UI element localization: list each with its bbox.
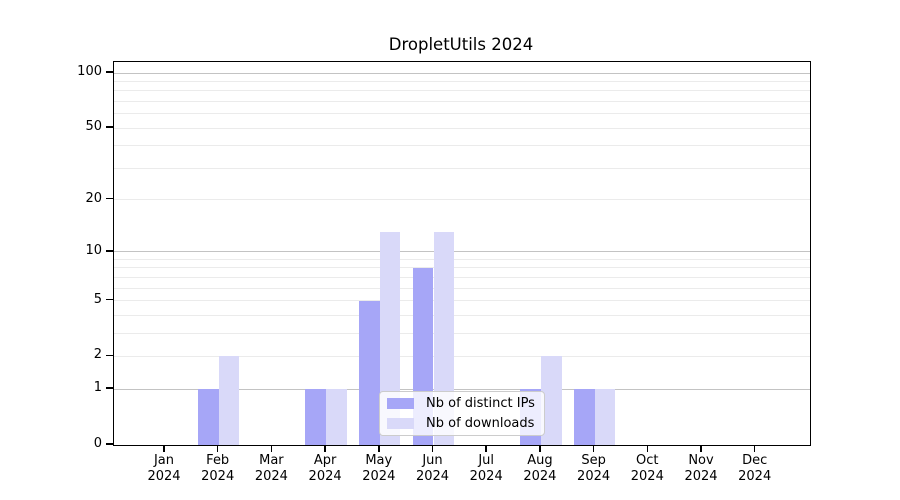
y-axis-tick-1	[106, 387, 113, 389]
y-axis-label-50: 50	[85, 119, 102, 135]
gridline-7	[114, 276, 810, 278]
legend-item-downloads: Nb of downloads	[387, 416, 536, 432]
bar-distinct-ips-sep	[573, 389, 595, 445]
x-axis-label-jul: Jul 2024	[469, 453, 503, 484]
bar-distinct-ips-may	[359, 300, 380, 445]
x-axis-tick-apr	[324, 445, 326, 452]
y-axis-label-1: 1	[93, 380, 102, 396]
y-axis-tick-50	[106, 126, 113, 128]
bar-downloads-sep	[594, 389, 616, 445]
gridline-9	[114, 258, 810, 260]
gridline-3	[114, 332, 810, 334]
x-axis-tick-nov	[700, 445, 702, 452]
gridline-1	[114, 388, 810, 390]
x-axis-label-oct: Oct 2024	[630, 453, 664, 484]
gridline-90	[114, 81, 810, 83]
y-axis-tick-0	[106, 443, 113, 445]
x-axis-label-jan: Jan 2024	[147, 453, 181, 484]
bar-downloads-feb	[218, 356, 240, 445]
gridline-6	[114, 287, 810, 289]
y-axis-tick-5	[106, 298, 113, 301]
y-axis-label-2: 2	[93, 347, 102, 363]
gridline-100	[114, 72, 810, 74]
gridline-70	[114, 101, 810, 103]
x-axis-tick-sep	[592, 445, 595, 452]
gridline-4	[114, 314, 810, 316]
x-axis-label-feb: Feb 2024	[201, 453, 235, 484]
x-axis-label-sep: Sep 2024	[577, 453, 611, 484]
x-axis-tick-may	[378, 445, 380, 452]
gridline-20	[114, 199, 810, 201]
x-axis-label-may: May 2024	[362, 453, 396, 484]
y-axis-label-0: 0	[93, 436, 102, 451]
y-axis-tick-2	[106, 354, 113, 357]
legend-swatch-distinct-ips	[387, 398, 414, 409]
chart-title: DropletUtils 2024	[388, 35, 534, 54]
y-axis-tick-10	[106, 250, 113, 252]
legend-swatch-downloads	[387, 418, 414, 429]
legend-label-downloads: Nb of downloads	[426, 415, 535, 431]
y-axis-label-5: 5	[93, 291, 102, 307]
y-axis-label-100: 100	[77, 64, 102, 80]
bar-downloads-apr	[326, 389, 347, 445]
gridline-40	[114, 145, 810, 147]
x-axis-label-mar: Mar 2024	[254, 453, 288, 484]
x-axis-label-aug: Aug 2024	[523, 453, 557, 484]
x-axis-tick-jul	[485, 445, 487, 452]
gridline-8	[114, 267, 810, 269]
gridline-50	[114, 127, 810, 129]
x-axis-tick-jun	[431, 445, 434, 452]
bar-distinct-ips-apr	[305, 389, 327, 445]
x-axis-label-jun: Jun 2024	[415, 453, 450, 484]
x-axis-tick-dec	[753, 445, 756, 452]
y-axis-tick-20	[106, 197, 113, 200]
x-axis-tick-feb	[216, 445, 219, 452]
x-axis-label-dec: Dec 2024	[738, 453, 772, 484]
x-axis-label-apr: Apr 2024	[308, 453, 342, 484]
legend: Nb of distinct IPs Nb of downloads	[379, 391, 545, 436]
legend-label-distinct-ips: Nb of distinct IPs	[426, 395, 535, 411]
plot-area: Nb of distinct IPs Nb of downloads	[113, 61, 811, 446]
x-axis-tick-mar	[270, 445, 273, 452]
y-axis-label-10: 10	[85, 242, 102, 258]
gridline-60	[114, 113, 810, 115]
y-axis-label-20: 20	[85, 190, 102, 206]
gridline-80	[114, 90, 810, 92]
bar-downloads-aug	[540, 356, 562, 445]
y-axis-tick-100	[106, 71, 113, 73]
gridline-10	[114, 251, 810, 253]
gridline-2	[114, 355, 810, 357]
legend-item-distinct-ips: Nb of distinct IPs	[387, 396, 536, 412]
x-axis-tick-aug	[539, 445, 541, 452]
x-axis-tick-jan	[163, 445, 165, 452]
bar-distinct-ips-feb	[198, 389, 219, 445]
x-axis-tick-oct	[646, 445, 649, 452]
gridline-5	[114, 300, 810, 302]
gridline-30	[114, 167, 810, 169]
x-axis-label-nov: Nov 2024	[684, 453, 718, 484]
